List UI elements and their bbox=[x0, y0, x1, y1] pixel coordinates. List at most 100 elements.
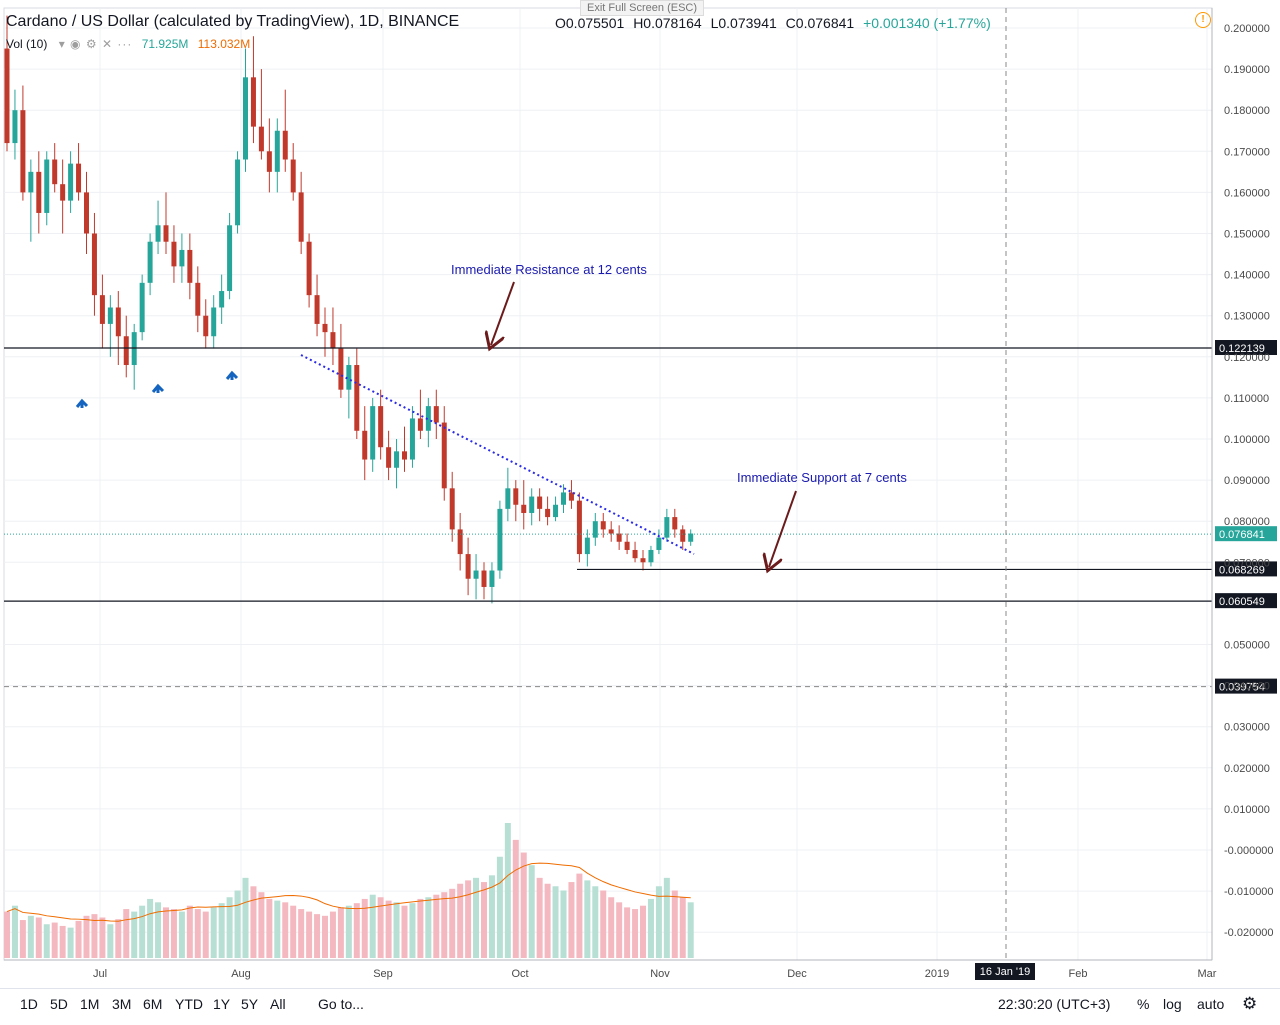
volume-bar bbox=[512, 839, 519, 958]
price-tick-label: -0.010000 bbox=[1224, 886, 1274, 898]
candle-body bbox=[330, 332, 336, 349]
candle-body bbox=[4, 48, 10, 144]
time-tick-label: Feb bbox=[1069, 968, 1088, 980]
candle-body bbox=[338, 348, 344, 390]
range-6m[interactable]: 6M bbox=[143, 996, 163, 1012]
volume-bar bbox=[314, 914, 321, 958]
volume-bar bbox=[361, 898, 368, 958]
candle-body bbox=[632, 549, 638, 559]
volume-bar bbox=[592, 886, 599, 958]
candle-body bbox=[441, 422, 447, 489]
volume-bar bbox=[687, 902, 694, 958]
volume-bar bbox=[679, 897, 686, 958]
candle-body bbox=[449, 488, 455, 530]
volume-bar bbox=[560, 890, 567, 958]
volume-bar bbox=[481, 882, 487, 958]
horizontal-lines: 0.122139 0.068269 0.060549 0.076841 0.039754… bbox=[4, 8, 1277, 980]
volume-bar bbox=[170, 909, 177, 958]
support-arrow bbox=[769, 490, 797, 567]
volume-bar bbox=[67, 927, 74, 958]
candle-body bbox=[688, 533, 694, 542]
crosshair-label: 0.039754 bbox=[1219, 682, 1265, 694]
time-tick-label: Sep bbox=[373, 968, 393, 980]
price-tick-label: 0.130000 bbox=[1224, 311, 1270, 323]
volume-bar bbox=[449, 888, 456, 958]
candle-body bbox=[179, 249, 185, 267]
volume-bar bbox=[99, 917, 106, 958]
volume-bar bbox=[671, 890, 678, 958]
volume-bar bbox=[393, 902, 400, 958]
volume-bar bbox=[322, 915, 328, 958]
range-5d[interactable]: 5D bbox=[50, 996, 68, 1012]
price-tick-label: 0.090000 bbox=[1224, 475, 1270, 487]
candle-body bbox=[76, 163, 82, 193]
price-axis: 0.200000 0.190000 0.180000 0.170000 0.160000… bbox=[1211, 8, 1274, 960]
volume-bar bbox=[178, 911, 185, 958]
candle-body bbox=[84, 192, 89, 234]
volume-bar bbox=[536, 877, 543, 958]
price-tick-label: 0.140000 bbox=[1224, 270, 1270, 282]
chart-canvas[interactable]: 0.122139 0.068269 0.060549 0.076841 0.039754… bbox=[0, 0, 1280, 988]
high-value: H0.078164 bbox=[633, 15, 702, 31]
close-value: C0.076841 bbox=[785, 15, 855, 31]
price-tick-label: 0.080000 bbox=[1224, 516, 1270, 528]
volume-bar bbox=[131, 911, 138, 958]
volume-bar bbox=[647, 898, 654, 958]
volume-bar bbox=[234, 890, 241, 958]
goto-button[interactable]: Go to... bbox=[318, 996, 364, 1012]
volume-bar bbox=[608, 897, 615, 958]
range-ytd[interactable]: YTD bbox=[175, 996, 203, 1012]
gear-icon[interactable]: ⚙ bbox=[1242, 994, 1258, 1013]
range-3m[interactable]: 3M bbox=[112, 996, 132, 1012]
candle-body bbox=[290, 159, 296, 193]
candle-body bbox=[409, 418, 415, 460]
exclamation-circle-icon[interactable]: ! bbox=[1195, 12, 1211, 28]
candle-body bbox=[44, 159, 50, 213]
candle-body bbox=[672, 517, 678, 530]
volume-bar bbox=[147, 898, 154, 958]
indicator-controls[interactable]: ▾ ◉ ⚙ ✕ ··· bbox=[58, 37, 133, 51]
time-tick-label: Nov bbox=[650, 968, 670, 980]
candle-body bbox=[52, 159, 58, 185]
candle-body bbox=[648, 549, 654, 563]
candle-body bbox=[537, 496, 543, 509]
volume-bar bbox=[107, 924, 114, 958]
volume-bar bbox=[632, 909, 639, 958]
volume-bar bbox=[520, 852, 527, 958]
change-value: +0.001340 (+1.77%) bbox=[863, 15, 991, 31]
volume-label[interactable]: Vol (10) bbox=[6, 37, 48, 51]
range-all[interactable]: All bbox=[270, 996, 286, 1012]
candle-body bbox=[203, 315, 209, 337]
candle-body bbox=[624, 541, 630, 550]
candle-body bbox=[274, 130, 280, 172]
price-tick-label: 0.200000 bbox=[1224, 23, 1270, 35]
percent-toggle[interactable]: % bbox=[1137, 996, 1150, 1012]
drawings: Immediate Resistance at 12 cents Immediat… bbox=[75, 262, 907, 567]
candle-body bbox=[211, 307, 217, 337]
symbol-title[interactable]: Cardano / US Dollar (calculated by Tradi… bbox=[6, 13, 460, 30]
volume-bar bbox=[409, 903, 416, 958]
candle-body bbox=[664, 517, 670, 538]
volume-bar bbox=[91, 914, 98, 958]
candle-body bbox=[354, 365, 360, 431]
candle-body bbox=[195, 282, 201, 316]
range-5y[interactable]: 5Y bbox=[241, 996, 259, 1012]
volume-bars bbox=[4, 823, 694, 958]
current-price-tag bbox=[1215, 526, 1277, 542]
volume-ma-value: 113.032M bbox=[197, 37, 251, 51]
log-toggle[interactable]: log bbox=[1163, 996, 1182, 1012]
volume-bar bbox=[19, 920, 26, 958]
range-1y[interactable]: 1Y bbox=[213, 996, 231, 1012]
auto-toggle[interactable]: auto bbox=[1197, 996, 1225, 1012]
volume-bar bbox=[377, 897, 384, 958]
range-1m[interactable]: 1M bbox=[80, 996, 100, 1012]
candle-body bbox=[481, 570, 487, 587]
volume-bar bbox=[194, 909, 201, 958]
range-1d[interactable]: 1D bbox=[20, 996, 38, 1012]
volume-bar bbox=[155, 902, 162, 958]
candlesticks bbox=[4, 15, 694, 604]
candle-body bbox=[497, 508, 503, 571]
volume-bar bbox=[544, 883, 551, 958]
exit-fullscreen-button[interactable]: Exit Full Screen (ESC) bbox=[580, 0, 705, 16]
volume-bar bbox=[488, 875, 495, 958]
